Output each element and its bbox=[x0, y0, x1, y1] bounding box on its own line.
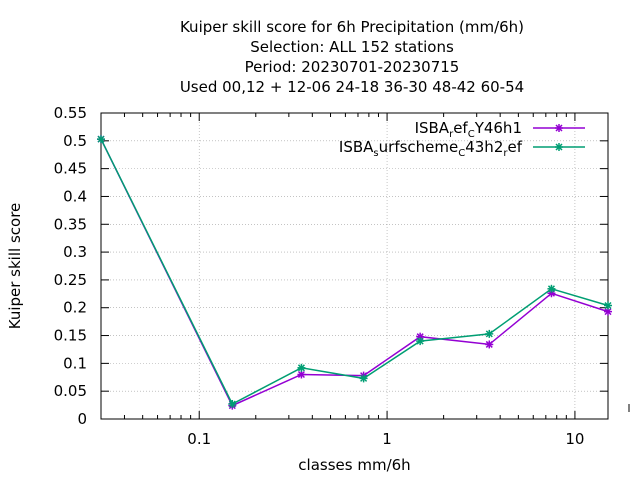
y-tick-labels: 0 0.05 0.1 0.15 0.2 0.25 0.3 0.35 0.4 0.45 0.5 0.55 bbox=[54, 104, 87, 428]
data-point bbox=[228, 399, 237, 408]
series-2 bbox=[97, 135, 612, 408]
chart-title: Kuiper skill score for 6h Precipitation … bbox=[180, 18, 524, 96]
data-point bbox=[485, 329, 494, 338]
data-point bbox=[604, 307, 612, 316]
y-tick-label: 0.15 bbox=[54, 327, 87, 345]
title-line: Used 00,12 + 12-06 24-18 36-30 48-42 60-… bbox=[180, 78, 524, 96]
data-point bbox=[297, 370, 306, 379]
data-point bbox=[359, 374, 368, 383]
grid bbox=[101, 113, 608, 419]
legend-entry: ISBAsurfschemeC43h2ref bbox=[339, 138, 585, 159]
plot-frame bbox=[100, 112, 609, 420]
series-line bbox=[100, 138, 609, 407]
y-tick-label: 0.3 bbox=[63, 243, 87, 261]
title-line: Period: 20230701-20230715 bbox=[245, 58, 460, 76]
y-tick-label: 0.5 bbox=[63, 132, 87, 150]
y-tick-label: 0.55 bbox=[54, 104, 87, 122]
y-tick-label: 0.45 bbox=[54, 160, 87, 178]
data-point bbox=[604, 301, 612, 310]
y-tick-label: 0.05 bbox=[54, 382, 87, 400]
x-tick-label: 0.1 bbox=[187, 430, 211, 448]
y-tick-label: 0.2 bbox=[63, 299, 87, 317]
x-tick-labels: 0.1 1 10 bbox=[187, 430, 584, 448]
series-line bbox=[100, 138, 609, 406]
data-point bbox=[547, 284, 556, 293]
data-point bbox=[297, 363, 306, 372]
y-tick-label: 0.1 bbox=[63, 354, 87, 372]
x-tick-label: 10 bbox=[565, 430, 584, 448]
data-point bbox=[485, 340, 494, 349]
legend-label: ISBAsurfschemeC43h2ref bbox=[339, 138, 523, 159]
data-point bbox=[97, 135, 105, 144]
legend-label: ISBArefCY46h1 bbox=[415, 119, 522, 140]
series-lines bbox=[97, 135, 612, 410]
series-1 bbox=[97, 135, 612, 410]
title-line: Selection: ALL 152 stations bbox=[250, 38, 454, 56]
x-axis-label: classes mm/6h bbox=[298, 456, 410, 474]
axis-ticks bbox=[100, 112, 608, 420]
y-tick-label: 0.35 bbox=[54, 215, 87, 233]
data-point bbox=[555, 124, 563, 132]
x-tick-label: 1 bbox=[382, 430, 392, 448]
y-tick-label: 0.4 bbox=[63, 187, 87, 205]
y-tick-label: 0 bbox=[77, 410, 87, 428]
legend-entry: ISBArefCY46h1 bbox=[415, 119, 585, 140]
data-point bbox=[555, 143, 563, 151]
data-point bbox=[416, 337, 425, 346]
title-line: Kuiper skill score for 6h Precipitation … bbox=[180, 18, 524, 36]
y-axis-label: Kuiper skill score bbox=[6, 203, 24, 330]
y-tick-label: 0.25 bbox=[54, 271, 87, 289]
